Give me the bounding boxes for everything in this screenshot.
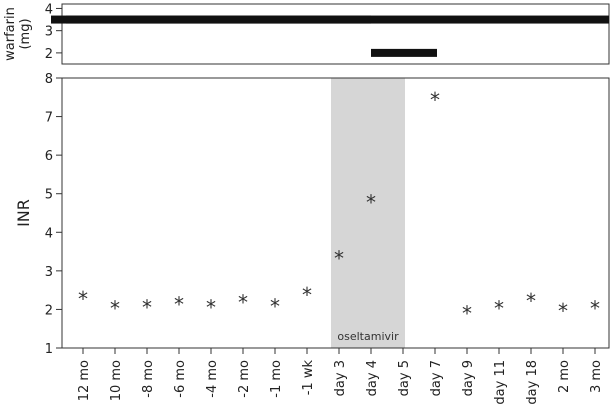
inr-x-tick-label: day 7: [429, 360, 444, 396]
inr-x-tick-label: day 11: [493, 360, 508, 405]
warfarin-y-axis-title-line: warfarin: [3, 7, 18, 61]
warfarin-y-axis-title-line: (mg): [18, 18, 33, 49]
inr-x-tick-label: day 5: [397, 360, 412, 396]
inr-x-tick-label: -1 wk: [301, 360, 316, 396]
warfarin-y-tick-label: 2: [45, 47, 53, 62]
inr-y-tick-label: 2: [45, 303, 53, 318]
inr-x-tick-label: -1 mo: [269, 360, 284, 398]
inr-y-tick-label: 5: [45, 188, 53, 203]
inr-x-tick-label: -6 mo: [173, 360, 188, 398]
inr-data-point: *: [270, 295, 280, 319]
warfarin-dose-bar: [371, 48, 437, 57]
inr-y-tick-label: 8: [45, 72, 53, 87]
inr-data-point: *: [302, 283, 312, 307]
inr-x-tick-label: -2 mo: [237, 360, 252, 398]
inr-data-point: *: [526, 289, 536, 313]
warfarin-y-tick-label: 3: [45, 25, 53, 40]
warfarin-panel-frame: [61, 3, 610, 65]
inr-x-tick-label: 2 mo: [557, 360, 572, 393]
oseltamivir-label: oseltamivir: [337, 330, 399, 343]
inr-data-point: *: [206, 295, 216, 319]
inr-data-point: *: [430, 88, 440, 112]
inr-y-tick-label: 6: [45, 149, 53, 164]
inr-data-point: *: [238, 291, 248, 315]
warfarin-y-ticks: 2 3 4: [45, 2, 62, 62]
inr-panel-frame: [61, 77, 610, 349]
inr-data-point: *: [174, 293, 184, 317]
inr-data-point: *: [334, 246, 344, 270]
inr-x-tick-label: day 4: [365, 360, 380, 396]
inr-y-ticks: 1 2 3 4 5 6 7 8: [45, 72, 62, 357]
inr-x-tick-label: day 9: [461, 360, 476, 396]
inr-x-tick-label: -8 mo: [141, 360, 156, 398]
inr-data-point: *: [494, 297, 504, 321]
inr-panel: oseltamivir 1 2 3 4 5 6 7 8 12 mo 10 mo -8 mo -6 m…: [14, 72, 610, 405]
inr-y-axis-title: INR: [14, 199, 33, 227]
inr-data-point: *: [110, 297, 120, 321]
warfarin-dose-bars: [51, 15, 609, 57]
warfarin-y-tick-label: 4: [45, 2, 53, 17]
oseltamivir-shaded-region: [331, 78, 405, 348]
inr-x-tick-label: -4 mo: [205, 360, 220, 398]
inr-x-tick-label: 12 mo: [77, 360, 92, 401]
warfarin-y-axis-title: warfarin(mg): [3, 7, 33, 61]
inr-data-point: *: [366, 190, 376, 214]
inr-data-point: *: [142, 295, 152, 319]
warfarin-dose-bar: [51, 15, 609, 24]
inr-data-point: *: [78, 287, 88, 311]
inr-y-tick-label: 4: [45, 226, 53, 241]
inr-data-point: *: [462, 302, 472, 326]
inr-data-points: * * * * * * * * * * * * * * * *: [78, 88, 600, 325]
inr-data-point: *: [558, 299, 568, 323]
inr-y-tick-label: 7: [45, 111, 53, 126]
inr-x-ticks: 12 mo 10 mo -8 mo -6 mo -4 mo -2 mo -1 mo -1 wk…: [77, 348, 604, 405]
inr-data-point: *: [590, 297, 600, 321]
inr-y-tick-label: 1: [45, 342, 53, 357]
inr-x-tick-label: 10 mo: [109, 360, 124, 401]
inr-x-tick-label: day 18: [525, 360, 540, 405]
inr-x-tick-label: day 3: [333, 360, 348, 396]
warfarin-panel: 2 3 4 warfarin(mg): [3, 2, 610, 65]
inr-y-tick-label: 3: [45, 265, 53, 280]
inr-x-tick-label: 3 mo: [589, 360, 604, 393]
